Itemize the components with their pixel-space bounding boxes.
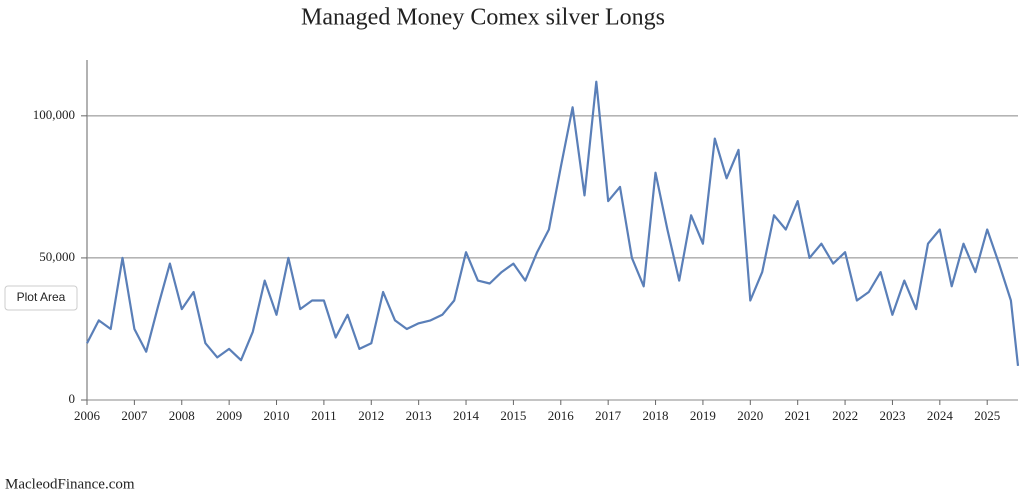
y-tick-label: 0 <box>69 391 76 406</box>
x-tick-label: 2023 <box>879 408 905 423</box>
x-tick-label: 2006 <box>74 408 101 423</box>
tooltip-box <box>4 285 78 311</box>
x-tick-label: 2010 <box>264 408 290 423</box>
y-tick-label: 50,000 <box>39 249 75 264</box>
y-tick-label: 100,000 <box>33 107 75 122</box>
x-tick-label: 2013 <box>406 408 432 423</box>
x-tick-label: 2024 <box>927 408 954 423</box>
x-tick-label: 2012 <box>358 408 384 423</box>
chart-title: Managed Money Comex silver Longs <box>301 5 665 31</box>
tooltip: Plot Area <box>17 290 66 304</box>
x-tick-label: 2009 <box>216 408 242 423</box>
x-tick-label: 2022 <box>832 408 858 423</box>
x-tick-label: 2008 <box>169 408 195 423</box>
x-tick-label: 2016 <box>548 408 575 423</box>
x-tick-label: 2018 <box>643 408 669 423</box>
x-tick-label: 2021 <box>785 408 811 423</box>
x-tick-label: 2014 <box>453 408 480 423</box>
x-tick-label: 2019 <box>690 408 716 423</box>
data-line <box>86 80 1020 367</box>
x-tick-label: 2011 <box>311 408 337 423</box>
x-tick-label: 2017 <box>595 408 622 423</box>
x-tick-label: 2025 <box>974 408 1000 423</box>
x-tick-label: 2007 <box>121 408 148 423</box>
x-tick-label: 2015 <box>500 408 526 423</box>
x-tick-label: 2020 <box>737 408 763 423</box>
source: MacleodFinance.com <box>5 476 135 492</box>
